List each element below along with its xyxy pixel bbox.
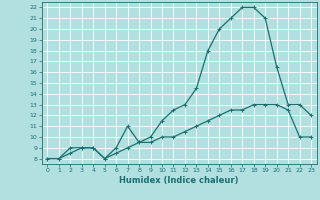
X-axis label: Humidex (Indice chaleur): Humidex (Indice chaleur) (119, 176, 239, 185)
